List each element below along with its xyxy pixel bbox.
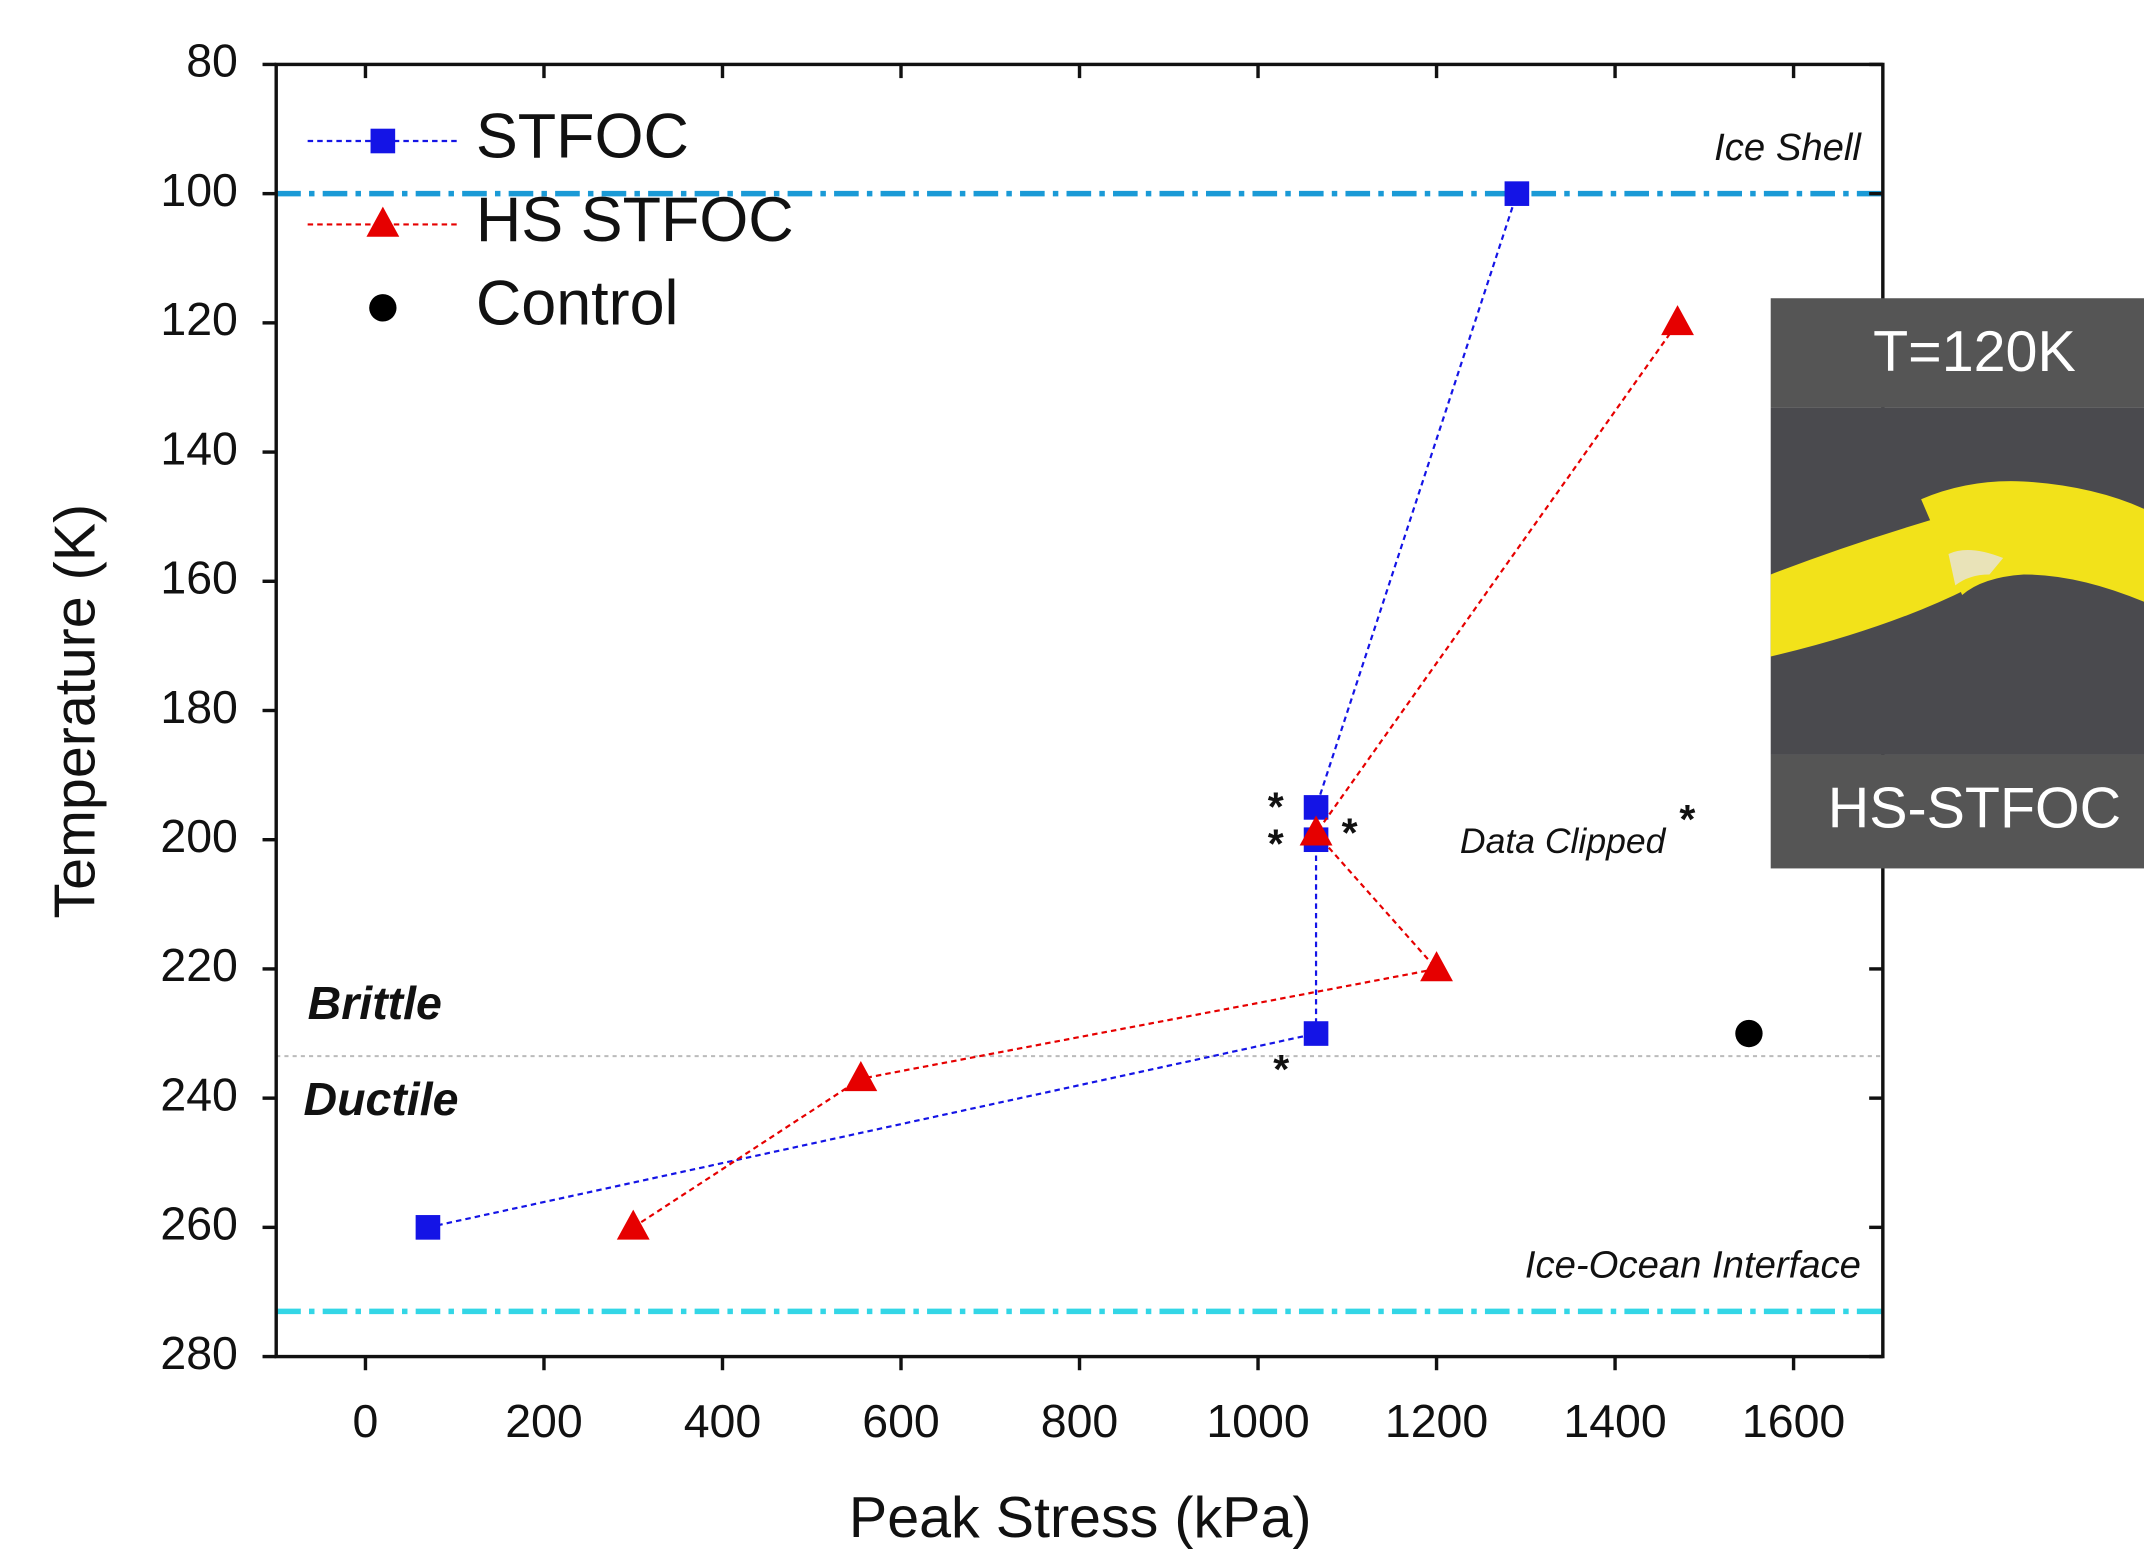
reference-label: Ice-Ocean Interface bbox=[1525, 1244, 1861, 1287]
y-tick-label: 120 bbox=[160, 293, 238, 345]
triangle-marker bbox=[1661, 305, 1694, 336]
asterisk: * bbox=[1273, 1046, 1289, 1092]
inset-top-label: T=120K bbox=[1873, 320, 2076, 384]
plot-frame bbox=[274, 62, 1885, 1359]
x-tick-label: 0 bbox=[353, 1395, 379, 1447]
inset-bottom-label: HS-STFOC bbox=[1828, 777, 2121, 841]
y-tick-label: 240 bbox=[160, 1068, 238, 1120]
inset-rod bbox=[1770, 512, 1969, 657]
y-tick-label: 180 bbox=[160, 681, 238, 733]
legend-label: HS STFOC bbox=[476, 185, 794, 255]
y-tick-label: 220 bbox=[160, 939, 238, 991]
inset: T=120K HS-STFOC bbox=[1770, 298, 2144, 869]
x-tick-label: 200 bbox=[505, 1395, 583, 1447]
legend-marker bbox=[369, 294, 397, 322]
y-tick-label: 200 bbox=[160, 810, 238, 862]
inset-break bbox=[1948, 549, 2004, 586]
legend-marker bbox=[370, 128, 396, 154]
square-marker bbox=[1303, 1021, 1329, 1046]
asterisk: * bbox=[1342, 809, 1358, 855]
legend-marker bbox=[366, 206, 400, 237]
asterisk: * bbox=[1679, 796, 1695, 842]
x-axis-label: Peak Stress (kPa) bbox=[849, 1486, 1312, 1550]
x-tick-label: 1400 bbox=[1563, 1395, 1666, 1447]
asterisk: * bbox=[1268, 820, 1284, 866]
x-tick-label: 800 bbox=[1041, 1395, 1119, 1447]
triangle-marker bbox=[1299, 815, 1333, 846]
y-tick-label: 260 bbox=[160, 1198, 238, 1250]
asterisk: * bbox=[1268, 783, 1284, 829]
reference-label: Ice Shell bbox=[1714, 126, 1862, 169]
y-tick-label: 80 bbox=[186, 35, 238, 87]
brittle-label: Brittle bbox=[308, 977, 442, 1029]
inset-bottom-band bbox=[1770, 754, 2144, 869]
triangle-marker bbox=[844, 1060, 878, 1092]
x-tick-label: 400 bbox=[684, 1395, 762, 1447]
circle-marker bbox=[1735, 1019, 1763, 1048]
y-tick-label: 160 bbox=[160, 552, 238, 604]
x-tick-label: 1600 bbox=[1742, 1395, 1845, 1447]
clipped-note: Data Clipped bbox=[1460, 821, 1667, 861]
series-line bbox=[427, 193, 1518, 1229]
triangle-marker bbox=[1420, 951, 1453, 982]
square-marker bbox=[415, 1215, 441, 1240]
square-marker bbox=[1504, 181, 1530, 206]
x-tick-label: 600 bbox=[862, 1395, 940, 1447]
ductile-label: Ductile bbox=[304, 1073, 459, 1125]
legend-label: Control bbox=[476, 268, 679, 338]
y-tick-label: 280 bbox=[160, 1327, 238, 1379]
legend-label: STFOC bbox=[476, 102, 689, 172]
y-tick-label: 100 bbox=[160, 164, 238, 216]
y-tick-label: 140 bbox=[160, 422, 238, 474]
series-line bbox=[632, 322, 1679, 1229]
x-tick-label: 1200 bbox=[1385, 1395, 1488, 1447]
triangle-marker bbox=[616, 1209, 650, 1240]
y-axis-label: Temperature (K) bbox=[43, 504, 107, 919]
inset-top-band bbox=[1770, 298, 2144, 408]
x-tick-label: 1000 bbox=[1206, 1395, 1309, 1447]
